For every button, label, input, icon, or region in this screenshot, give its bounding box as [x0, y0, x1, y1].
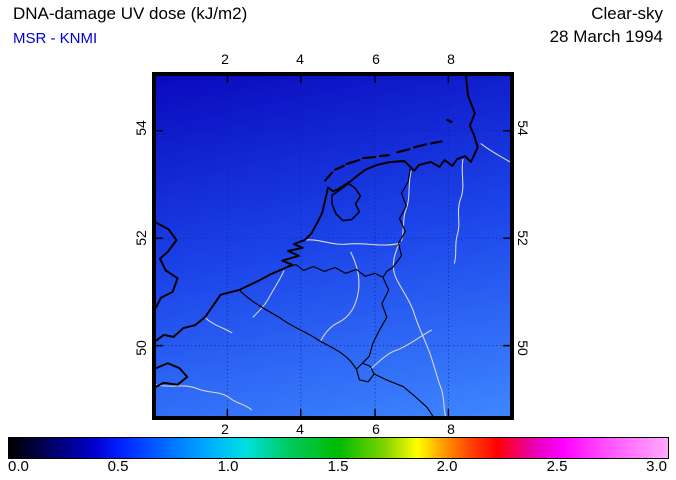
lon-tick-label-top: 8 [447, 51, 455, 67]
lat-tick-label-left: 52 [133, 230, 149, 246]
map-plot [152, 72, 514, 420]
lon-tick-label-top: 4 [296, 51, 304, 67]
colorbar-tick-label: 3.0 [646, 458, 667, 475]
date-label: 28 March 1994 [549, 27, 663, 46]
page-title: DNA-damage UV dose (kJ/m2) [13, 4, 248, 23]
colorbar-tick-label: 2.0 [436, 458, 458, 475]
lat-tick-label-left: 54 [133, 120, 149, 136]
colorbar-gradient [8, 437, 669, 459]
colorbar-tick-label: 0.0 [8, 458, 29, 475]
lon-tick-label-bottom: 8 [447, 421, 455, 437]
source-label: MSR - KNMI [13, 30, 98, 47]
graticule-layer [156, 76, 510, 416]
ijsselmeer-outline [331, 182, 362, 222]
colorbar-tick-label: 2.5 [546, 458, 568, 475]
country-border-layer [238, 168, 434, 416]
lon-tick-label-bottom: 2 [221, 421, 229, 437]
colorbar-tick-label: 1.5 [327, 458, 349, 475]
map-overlay-svg [156, 76, 510, 416]
colorbar-tick-label: 1.0 [217, 458, 239, 475]
lat-tick-label-left: 50 [133, 340, 149, 356]
lon-tick-label-bottom: 6 [372, 421, 380, 437]
lat-tick-label-right: 52 [515, 230, 531, 246]
lon-tick-label-bottom: 4 [296, 421, 304, 437]
wadden-islands [324, 118, 453, 182]
river-layer [156, 142, 510, 416]
lon-tick-label-top: 2 [221, 51, 229, 67]
lon-tick-label-top: 6 [372, 51, 380, 67]
coastline-layer [156, 76, 479, 388]
lat-tick-label-right: 54 [515, 120, 531, 136]
frame-tick-marks [156, 76, 510, 416]
lat-tick-label-right: 50 [515, 340, 531, 356]
colorbar-tick-label: 0.5 [107, 458, 129, 475]
sky-condition-label: Clear-sky [591, 4, 663, 23]
